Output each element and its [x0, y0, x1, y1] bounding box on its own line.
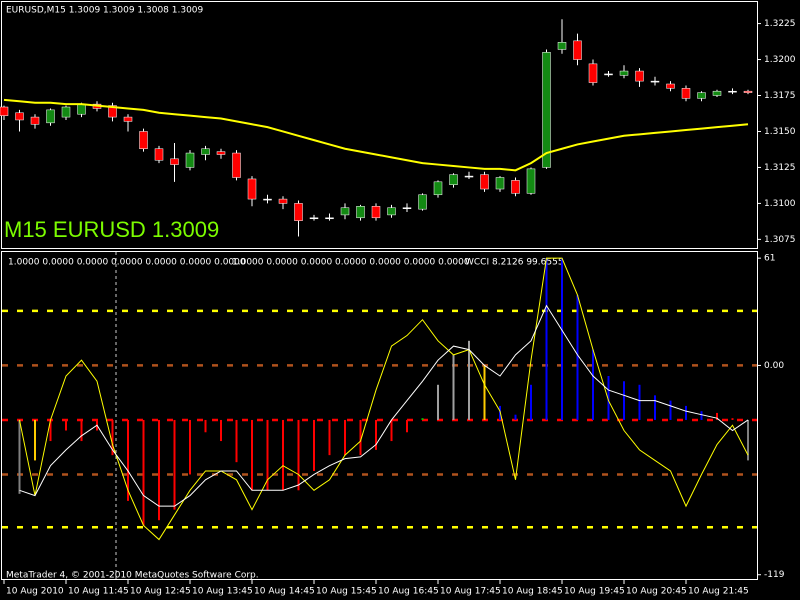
candle-body [46, 109, 55, 124]
y-tick-label: 1.3150 [764, 127, 796, 137]
candle-body [139, 131, 148, 149]
y-tick-label: 61 [764, 254, 775, 264]
y-tick-label: 1.3175 [764, 91, 796, 101]
price-panel-frame [1, 1, 758, 249]
indicator-label: WCCI 8.2126 99.6555 [465, 258, 564, 268]
candle-body [356, 206, 365, 219]
y-tick-label: 1.3225 [764, 19, 796, 29]
candle-body [464, 175, 474, 178]
candle-body [402, 207, 412, 209]
candle-body [418, 194, 427, 210]
indicator-line [19, 304, 749, 507]
candle-body [681, 88, 691, 99]
y-tick-label: 0.00 [764, 361, 784, 371]
x-tick-label: 10 Aug 18:45 [502, 587, 563, 597]
candle-body [340, 207, 350, 216]
candle-body [108, 105, 117, 118]
candle-body [278, 198, 288, 204]
x-tick-label: 10 Aug 12:45 [130, 587, 191, 597]
candle-body [433, 181, 443, 196]
candle-body [216, 151, 226, 155]
y-tick-label: 1.3125 [764, 163, 796, 173]
candle-body [185, 152, 195, 168]
candle-body [712, 90, 722, 96]
candle-body [619, 70, 629, 76]
x-tick-label: 10 Aug 14:45 [254, 587, 315, 597]
candle-body [247, 178, 257, 200]
candle-body [743, 90, 753, 93]
candle-body [0, 106, 9, 116]
watermark: M15 EURUSD 1.3009 [4, 217, 219, 242]
candle-body [61, 106, 71, 118]
candle-body [77, 103, 86, 115]
y-tick-label: 1.3200 [764, 55, 796, 65]
y-tick-label: 1.3075 [764, 235, 796, 245]
candle-body [263, 198, 272, 201]
candle-body [387, 207, 396, 216]
candle-body [604, 73, 613, 76]
x-tick-label: 10 Aug 17:45 [440, 587, 501, 597]
x-tick-label: 10 Aug 21:45 [688, 587, 749, 597]
y-tick-label: -119 [764, 570, 785, 580]
candle-body [123, 116, 133, 122]
indicator-label: 1.0000 0.0000 0.0000 0.0000 0.0000 0.000… [8, 258, 246, 268]
candle-body [15, 112, 24, 121]
candle-body [495, 177, 505, 190]
x-tick-label: 10 Aug 11:45 [68, 587, 129, 597]
candle-body [154, 148, 164, 161]
candle-body [526, 168, 536, 194]
header: EURUSD,M15 1.3009 1.3009 1.3008 1.3009 [6, 6, 204, 16]
candle-body [542, 52, 551, 168]
candle-body [30, 116, 40, 125]
candle-body [650, 80, 660, 83]
candle-body [232, 152, 241, 178]
x-tick-label: 10 Aug 13:45 [192, 587, 253, 597]
candle-body [449, 174, 458, 185]
candle-body [635, 70, 644, 82]
candle-body [371, 206, 381, 219]
candle-body [170, 158, 179, 165]
candle-body [309, 217, 319, 220]
indicator-line [19, 257, 749, 541]
x-tick-label: 10 Aug 16:45 [378, 587, 439, 597]
candle-body [666, 83, 675, 89]
candle-body [325, 217, 334, 220]
candle-body [697, 92, 706, 99]
indicator-label: 1.0000 0.0000 0.0000 0.0000 0.0000 0.000… [232, 258, 470, 268]
x-tick-label: 10 Aug 2010 [6, 587, 64, 597]
y-tick-label: 1.3100 [764, 199, 796, 209]
candle-body [294, 203, 303, 221]
candle-body [557, 42, 567, 50]
candle-body [511, 180, 520, 194]
x-tick-label: 10 Aug 19:45 [564, 587, 625, 597]
x-tick-label: 10 Aug 15:45 [316, 587, 377, 597]
candle-body [201, 148, 210, 155]
candle-body [728, 90, 737, 93]
x-tick-label: 10 Aug 20:45 [626, 587, 687, 597]
footer: MetaTrader 4, © 2001-2010 MetaQuotes Sof… [6, 571, 259, 581]
candle-body [480, 174, 489, 190]
indicator-panel-frame [1, 251, 758, 580]
candle-body [573, 40, 582, 60]
candle-body [588, 63, 598, 83]
moving-average [3, 98, 749, 172]
